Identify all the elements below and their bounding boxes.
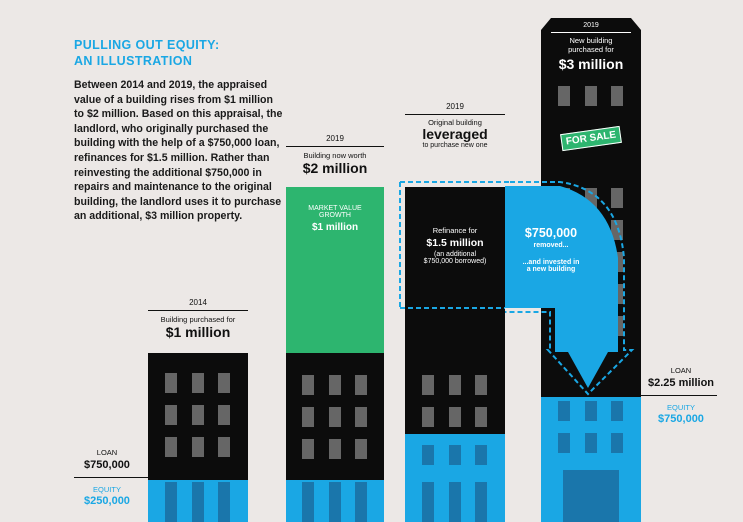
stage1-loan-value: $750,000 bbox=[84, 459, 130, 471]
stage4-equity-value: $750,000 bbox=[658, 413, 704, 425]
market-growth-label: MARKET VALUE GROWTH $1 million bbox=[286, 205, 384, 233]
stage4-loan: LOAN $2.25 million bbox=[646, 366, 716, 389]
invested-line1: ...and invested in bbox=[522, 259, 580, 266]
stage1-header: 2014 Building purchased for $1 million bbox=[148, 298, 248, 340]
stage1-loan: LOAN $750,000 bbox=[74, 448, 140, 471]
removed-value: $750,000 bbox=[524, 226, 578, 240]
stage3-caption2: to purchase new one bbox=[422, 142, 488, 149]
stage1-equity: EQUITY $250,000 bbox=[74, 485, 140, 507]
market-growth-area bbox=[286, 187, 384, 353]
new-building-door bbox=[563, 470, 619, 522]
stage2-year: 2019 bbox=[326, 134, 344, 143]
stage4-caption2: purchased for bbox=[568, 45, 614, 54]
building-2014 bbox=[148, 353, 248, 522]
stage1-equity-value: $250,000 bbox=[84, 495, 130, 507]
refinance-note2: $750,000 borrowed) bbox=[423, 258, 487, 265]
market-growth-line2: GROWTH bbox=[319, 212, 351, 219]
stage3-header: 2019 Original building leveraged to purc… bbox=[405, 102, 505, 149]
stage1-caption: Building purchased for bbox=[160, 315, 236, 324]
title-line-2: AN ILLUSTRATION bbox=[74, 54, 193, 68]
intro-paragraph: Between 2014 and 2019, the appraised val… bbox=[74, 79, 283, 223]
stage4-loan-label: LOAN bbox=[670, 366, 692, 375]
stage2-caption: Building now worth bbox=[303, 151, 367, 160]
stage4-equity-label: EQUITY bbox=[667, 403, 695, 412]
market-growth-value: $1 million bbox=[311, 222, 359, 233]
stage1-loan-label: LOAN bbox=[96, 448, 118, 457]
removed-label: $750,000 removed... ...and invested in a… bbox=[508, 226, 594, 273]
removed-caption: removed... bbox=[533, 242, 569, 249]
stage2-header: 2019 Building now worth $2 million bbox=[286, 134, 384, 176]
stage1-year: 2014 bbox=[189, 298, 207, 307]
refinance-value: $1.5 million bbox=[426, 237, 484, 249]
stage3-value: leveraged bbox=[422, 126, 488, 142]
stage2-value: $2 million bbox=[302, 160, 368, 176]
refinance-note1: (an additional bbox=[433, 251, 477, 258]
stage3-caption: Original building bbox=[428, 118, 482, 127]
stage4-header: 2019 New building purchased for $3 milli… bbox=[551, 22, 631, 72]
title-line-1: PULLING OUT EQUITY: bbox=[74, 38, 220, 52]
stage4-year: 2019 bbox=[583, 22, 599, 29]
stage1-equity-label: EQUITY bbox=[93, 485, 121, 494]
building-2019 bbox=[286, 187, 384, 522]
refinance-label: Refinance for $1.5 million (an additiona… bbox=[405, 226, 505, 265]
refinance-caption: Refinance for bbox=[432, 226, 478, 235]
market-growth-line1: MARKET VALUE bbox=[308, 205, 362, 212]
stage1-value: $1 million bbox=[165, 324, 231, 340]
stage3-year: 2019 bbox=[446, 102, 464, 111]
stage4-caption1: New building bbox=[569, 36, 613, 45]
invested-line2: a new building bbox=[526, 266, 576, 273]
stage4-equity: EQUITY $750,000 bbox=[646, 403, 716, 425]
stage4-value: $3 million bbox=[558, 56, 624, 72]
stage4-loan-value: $2.25 million bbox=[647, 377, 715, 389]
page-title: PULLING OUT EQUITY: AN ILLUSTRATION bbox=[74, 37, 304, 69]
